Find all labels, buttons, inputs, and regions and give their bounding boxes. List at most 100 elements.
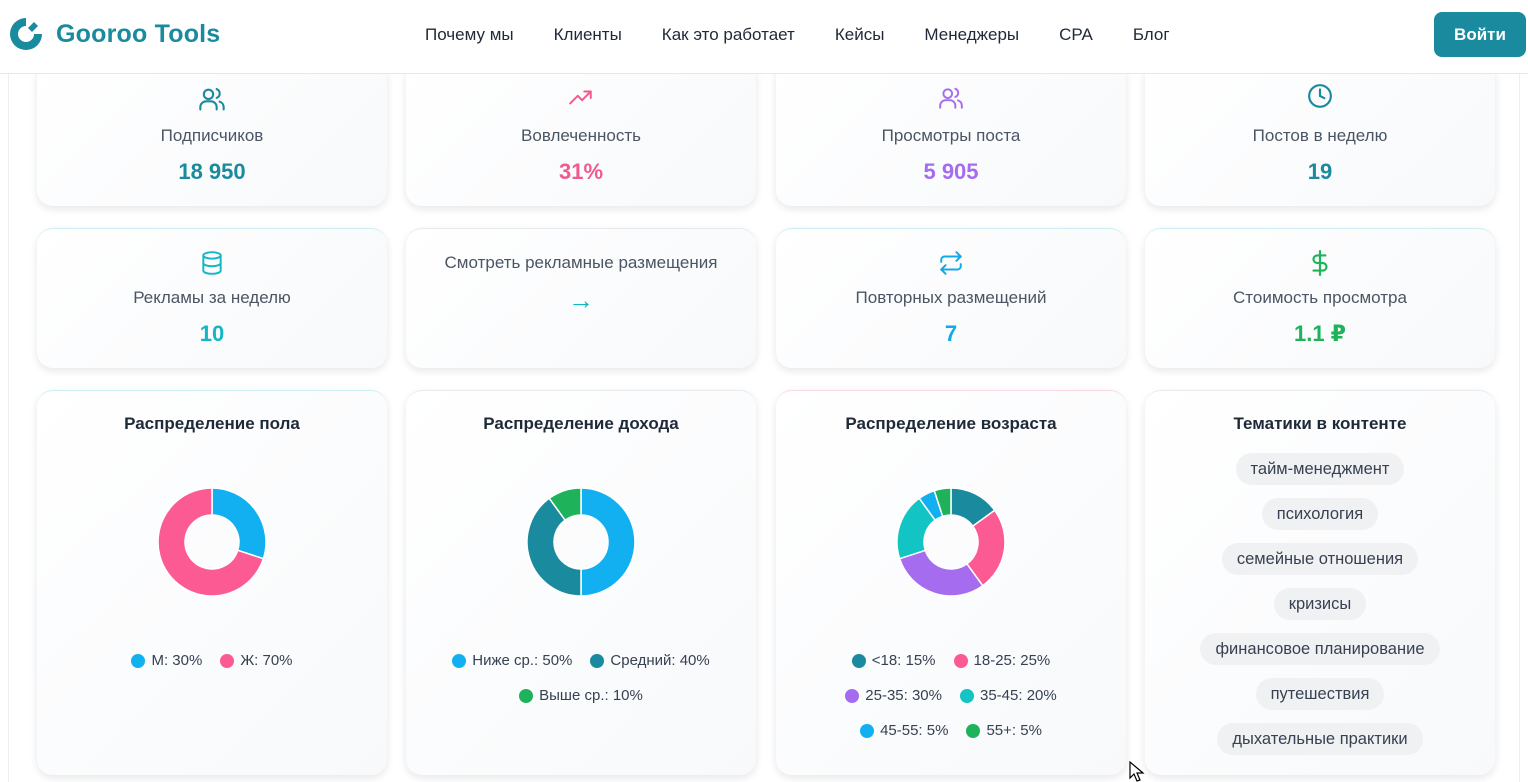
legend-item: 25-35: 30% [845,687,942,704]
legend-dot [960,688,974,703]
legend-item: 18-25: 25% [953,652,1051,669]
stat-label: Стоимость просмотра [1233,288,1407,307]
chart-legend: М: 30% Ж: 70% [37,652,387,669]
donut-slice-Ниже-ср- [580,487,636,597]
users-icon [776,85,1126,111]
brand-name: Gooroo Tools [56,19,221,48]
legend-label: Средний: 40% [610,652,710,669]
legend-dot [860,723,875,738]
legend-item: Выше ср.: 10% [519,687,643,704]
clock-icon [1145,83,1495,109]
topic-tag[interactable]: тайм-менеджмент [1235,453,1405,485]
stat-value: 5 905 [923,159,979,184]
stat-label: Вовлеченность [521,126,641,145]
legend-dot [851,653,866,668]
legend-item: Ж: 70% [220,652,293,669]
content-topics-card: Тематики в контенте тайм-менеджмент псих… [1145,390,1495,775]
chart-title: Распределение возраста [845,414,1057,433]
topic-tag[interactable]: финансовое планирование [1200,633,1440,665]
nav-cases[interactable]: Кейсы [834,25,885,44]
mouse-cursor-icon [1129,761,1145,782]
logo-icon [10,18,42,50]
legend-label: <18: 15% [871,652,936,669]
donut-slice-Средний [526,497,582,597]
chart-legend: Ниже ср.: 50% Средний: 40% [406,652,756,669]
legend-dot [590,653,605,668]
topic-tag[interactable]: психология [1261,498,1379,530]
donut-slice-25-35 [898,549,984,597]
nav-cpa[interactable]: CPA [1059,25,1093,44]
legend-label: М: 30% [151,652,203,669]
stat-value: 31% [558,159,604,184]
users-icon [37,85,387,113]
dollar-icon [1145,249,1495,277]
stat-engagement: Вовлеченность 31% [406,60,756,206]
nav-blog[interactable]: Блог [1132,25,1170,44]
legend-label: 18-25: 25% [973,652,1051,669]
income-donut-chart [526,487,636,597]
topic-tag[interactable]: дыхательные практики [1217,723,1423,755]
view-ad-placements-link[interactable]: Смотреть рекламные размещения → [406,228,756,368]
legend-label: 25-35: 30% [865,687,942,704]
legend-item: 45-55: 5% [860,722,948,739]
topic-tag[interactable]: кризисы [1273,588,1367,620]
stat-label: Рекламы за неделю [133,288,291,307]
legend-item: 55+: 5% [966,722,1042,739]
legend-item: <18: 15% [851,652,936,669]
chart-legend: <18: 15% 18-25: 25% [776,652,1126,669]
gender-donut-chart [157,487,267,597]
chart-legend: Выше ср.: 10% [406,687,756,704]
nav-managers[interactable]: Менеджеры [924,25,1020,44]
stat-post-views: Просмотры поста 5 905 [776,60,1126,206]
topic-tag[interactable]: семейные отношения [1221,543,1419,575]
stat-value: 18 950 [178,159,246,184]
nav-why-us[interactable]: Почему мы [425,25,514,44]
legend-label: 55+: 5% [986,722,1042,739]
stat-label: Повторных размещений [855,288,1047,307]
stat-label: Смотреть рекламные размещения [444,253,718,272]
age-donut-chart [896,487,1006,597]
stat-value: 19 [1307,159,1333,184]
legend-dot [966,723,981,738]
nav-clients[interactable]: Клиенты [553,25,622,44]
gender-distribution-card: Распределение пола М: 30% Ж: 70% [37,390,387,775]
topics-title: Тематики в контенте [1233,414,1407,433]
repeat-icon [776,250,1126,276]
chart-title: Распределение пола [124,414,300,433]
legend-dot [452,653,467,668]
legend-dot [845,688,860,703]
stat-value: 7 [944,321,958,346]
chart-legend: 45-55: 5% 55+: 5% [776,722,1126,739]
legend-item: 35-45: 20% [960,687,1057,704]
legend-label: 45-55: 5% [880,722,949,739]
content-frame [8,74,1520,782]
age-distribution-card: Распределение возраста <18: 15% 18-25: 2… [776,390,1126,775]
top-header: Gooroo Tools Почему мы Клиенты Как это р… [0,0,1528,74]
stat-posts-per-week: Постов в неделю 19 [1145,60,1495,206]
stat-view-cost: Стоимость просмотра 1.1 ₽ [1145,228,1495,368]
chart-title: Распределение дохода [483,414,679,433]
legend-label: Ж: 70% [240,652,293,669]
topic-tag-list: тайм-менеджмент психология семейные отно… [1145,453,1495,755]
stat-value: 10 [199,321,225,346]
trending-up-icon [406,85,756,111]
stat-label: Постов в неделю [1252,126,1388,145]
stat-label: Подписчиков [160,126,264,145]
arrow-right-icon: → [568,285,594,315]
stat-repeat-placements: Повторных размещений 7 [776,228,1126,368]
legend-item: М: 30% [131,652,202,669]
nav-how-it-works[interactable]: Как это работает [661,25,795,44]
income-distribution-card: Распределение дохода Ниже ср.: 50% Средн… [406,390,756,775]
brand-logo[interactable]: Gooroo Tools [8,16,220,52]
legend-dot [953,653,968,668]
stat-label: Просмотры поста [881,126,1021,145]
legend-label: Выше ср.: 10% [539,687,643,704]
donut-slice-М [211,487,267,560]
login-button[interactable]: Войти [1434,12,1526,57]
legend-dot [220,653,235,668]
legend-label: 35-45: 20% [980,687,1057,704]
donut-slice-Ж [157,487,265,597]
donut-slice-Выше-ср- [548,487,582,522]
topic-tag[interactable]: путешествия [1255,678,1385,710]
legend-item: Средний: 40% [590,652,710,669]
